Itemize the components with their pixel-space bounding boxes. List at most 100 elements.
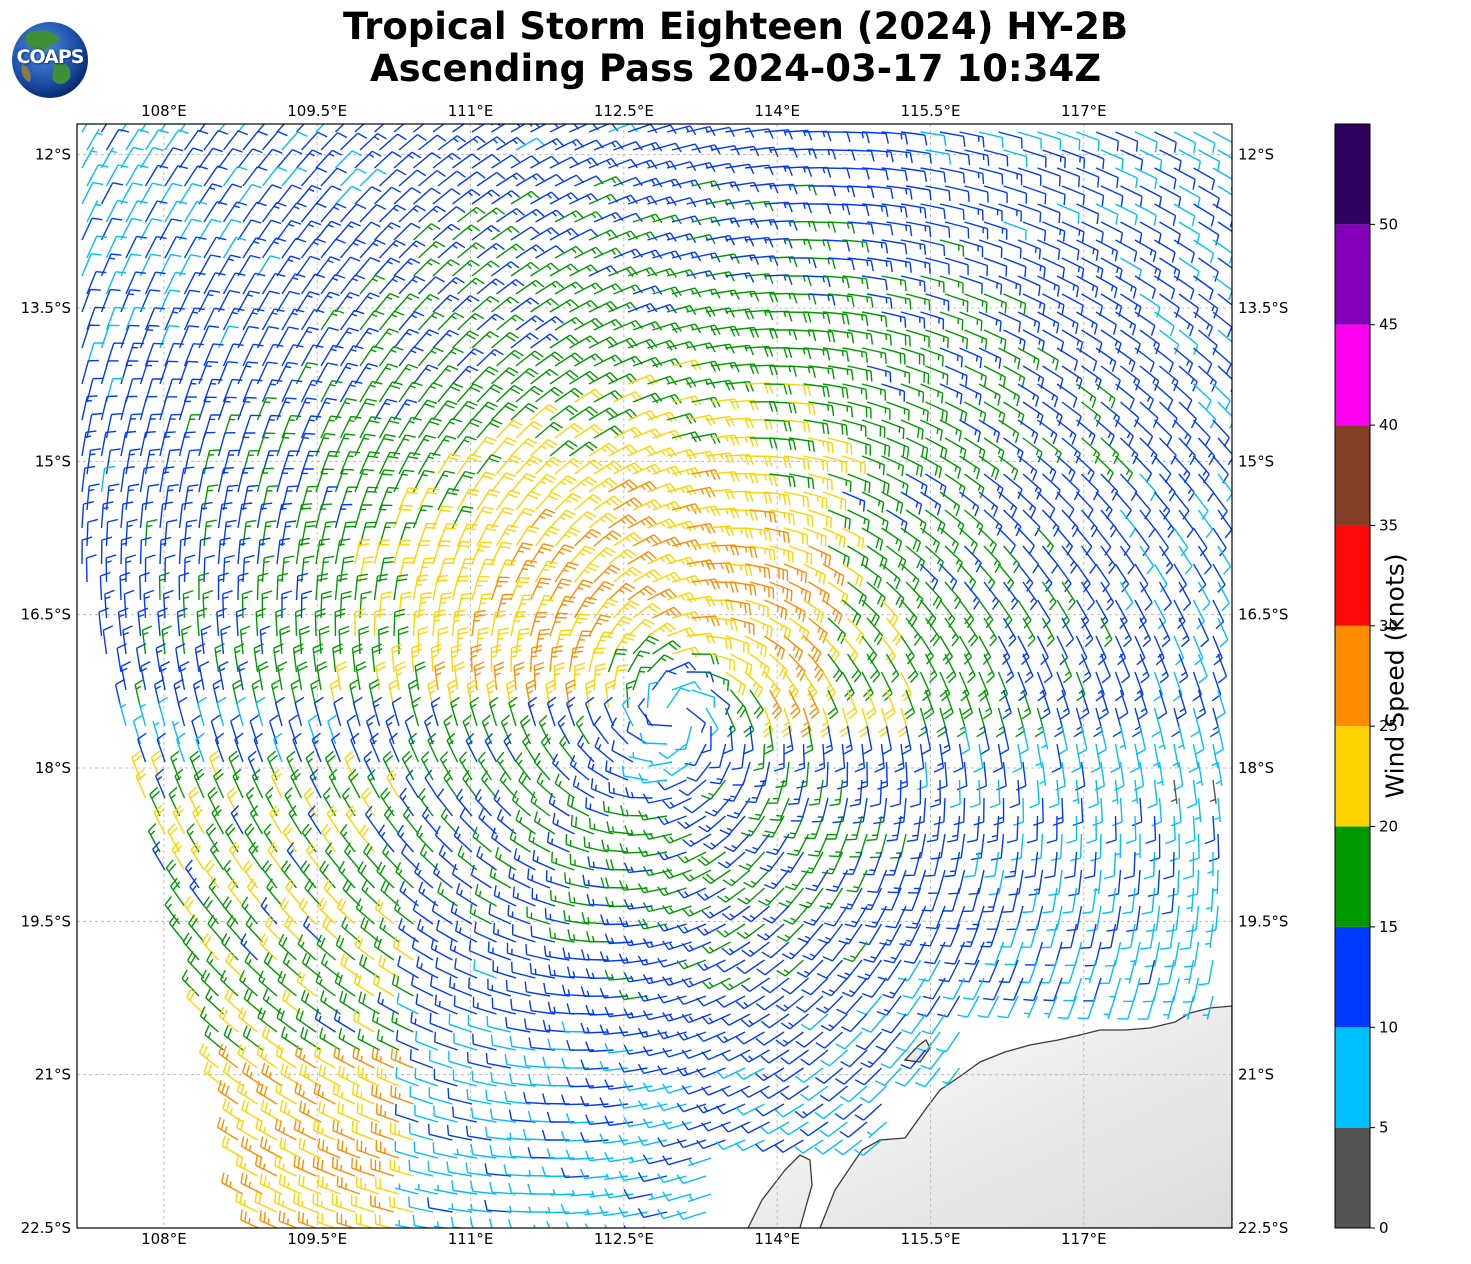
wind-barb — [390, 1048, 414, 1069]
wind-barb — [604, 1079, 634, 1090]
wind-barb — [484, 733, 498, 763]
wind-barb — [509, 1072, 536, 1087]
wind-barb — [1095, 167, 1119, 188]
wind-barb — [144, 129, 169, 151]
wind-barb — [1115, 347, 1136, 373]
wind-barb — [1081, 437, 1101, 464]
wind-barb — [652, 250, 682, 261]
wind-barb — [279, 1100, 302, 1123]
wind-barb — [549, 544, 575, 565]
wind-barb — [1154, 203, 1177, 226]
wind-barb — [1139, 653, 1150, 684]
wind-barb — [676, 1102, 707, 1113]
wind-barb — [946, 815, 961, 843]
lat-tick-label: 22.5°S — [21, 1219, 71, 1237]
wind-barb — [920, 167, 946, 183]
wind-barb — [1157, 689, 1168, 720]
wind-barb — [769, 545, 794, 563]
wind-barb — [964, 149, 990, 166]
wind-barb — [293, 1192, 317, 1213]
wind-barb — [866, 329, 892, 346]
wind-barb — [825, 869, 849, 892]
wind-barb — [178, 360, 199, 385]
wind-barb — [944, 329, 969, 350]
wind-barb — [190, 841, 205, 871]
wind-barb — [1171, 797, 1182, 827]
wind-barb — [378, 310, 405, 331]
wind-barb — [905, 365, 930, 385]
wind-barb — [866, 509, 889, 532]
wind-barb — [1193, 239, 1215, 264]
wind-barb — [1017, 455, 1038, 481]
wind-barb — [861, 311, 888, 327]
wind-barb — [456, 453, 482, 475]
wind-barb — [886, 185, 913, 200]
wind-barb — [1120, 365, 1141, 391]
wind-barb — [565, 1113, 595, 1124]
wind-barb — [354, 608, 366, 637]
wind-barb — [645, 714, 673, 727]
wind-barb — [573, 596, 597, 619]
wind-barb — [391, 696, 402, 727]
wind-barb — [905, 617, 922, 647]
wind-barb — [1134, 275, 1156, 299]
wind-barb — [132, 714, 143, 745]
wind-barb — [125, 518, 138, 547]
wind-barb — [978, 563, 996, 592]
wind-barb — [486, 1015, 512, 1033]
wind-barb — [1017, 347, 1040, 370]
wind-barb — [237, 1043, 258, 1069]
wind-barb — [618, 1170, 648, 1182]
wind-barb — [666, 520, 697, 532]
wind-barb — [1100, 581, 1115, 611]
wind-barb — [471, 295, 500, 313]
wind-barb — [1173, 131, 1197, 154]
wind-barb — [530, 404, 558, 421]
wind-barb — [510, 998, 536, 1015]
wind-barb — [730, 545, 758, 558]
wind-barb — [183, 896, 200, 925]
wind-barb — [237, 396, 257, 421]
wind-barb — [553, 662, 565, 691]
wind-barb — [186, 987, 205, 1015]
wind-barb — [175, 732, 186, 763]
wind-barb — [450, 901, 473, 925]
wind-barb — [86, 128, 103, 151]
wind-barb — [1080, 581, 1095, 611]
wind-barb — [957, 995, 980, 1018]
wind-barb — [584, 1150, 614, 1162]
wind-barb — [749, 146, 779, 158]
wind-barb — [1036, 599, 1051, 629]
wind-barb — [86, 448, 101, 475]
wind-barb — [735, 1031, 765, 1045]
wind-barb — [339, 521, 357, 547]
wind-barb — [925, 329, 949, 349]
wind-barb — [769, 509, 795, 525]
wind-barb — [318, 1101, 341, 1123]
wind-barb — [774, 1139, 804, 1153]
wind-barb — [430, 975, 453, 997]
wind-barb — [905, 149, 932, 164]
wind-barb — [574, 282, 604, 295]
wind-barb — [901, 725, 912, 756]
wind-barb — [378, 824, 395, 853]
wind-barb — [523, 1055, 551, 1069]
wind-barb — [561, 1057, 590, 1069]
wind-barb — [662, 833, 692, 844]
wind-barb — [638, 773, 668, 784]
wind-barb — [827, 473, 852, 492]
wind-barb — [1042, 437, 1062, 463]
wind-barb — [295, 608, 306, 637]
wind-barb — [749, 509, 777, 523]
wind-barb — [605, 859, 634, 871]
wind-barb — [638, 810, 668, 821]
wind-barb — [885, 653, 900, 683]
wind-barb — [743, 707, 755, 738]
wind-barb — [841, 977, 868, 998]
wind-barb — [647, 196, 677, 206]
wind-barb — [978, 167, 1004, 185]
wind-barb — [183, 449, 201, 475]
wind-barb — [1119, 473, 1138, 501]
wind-barb — [768, 689, 783, 719]
wind-barb — [222, 236, 247, 259]
